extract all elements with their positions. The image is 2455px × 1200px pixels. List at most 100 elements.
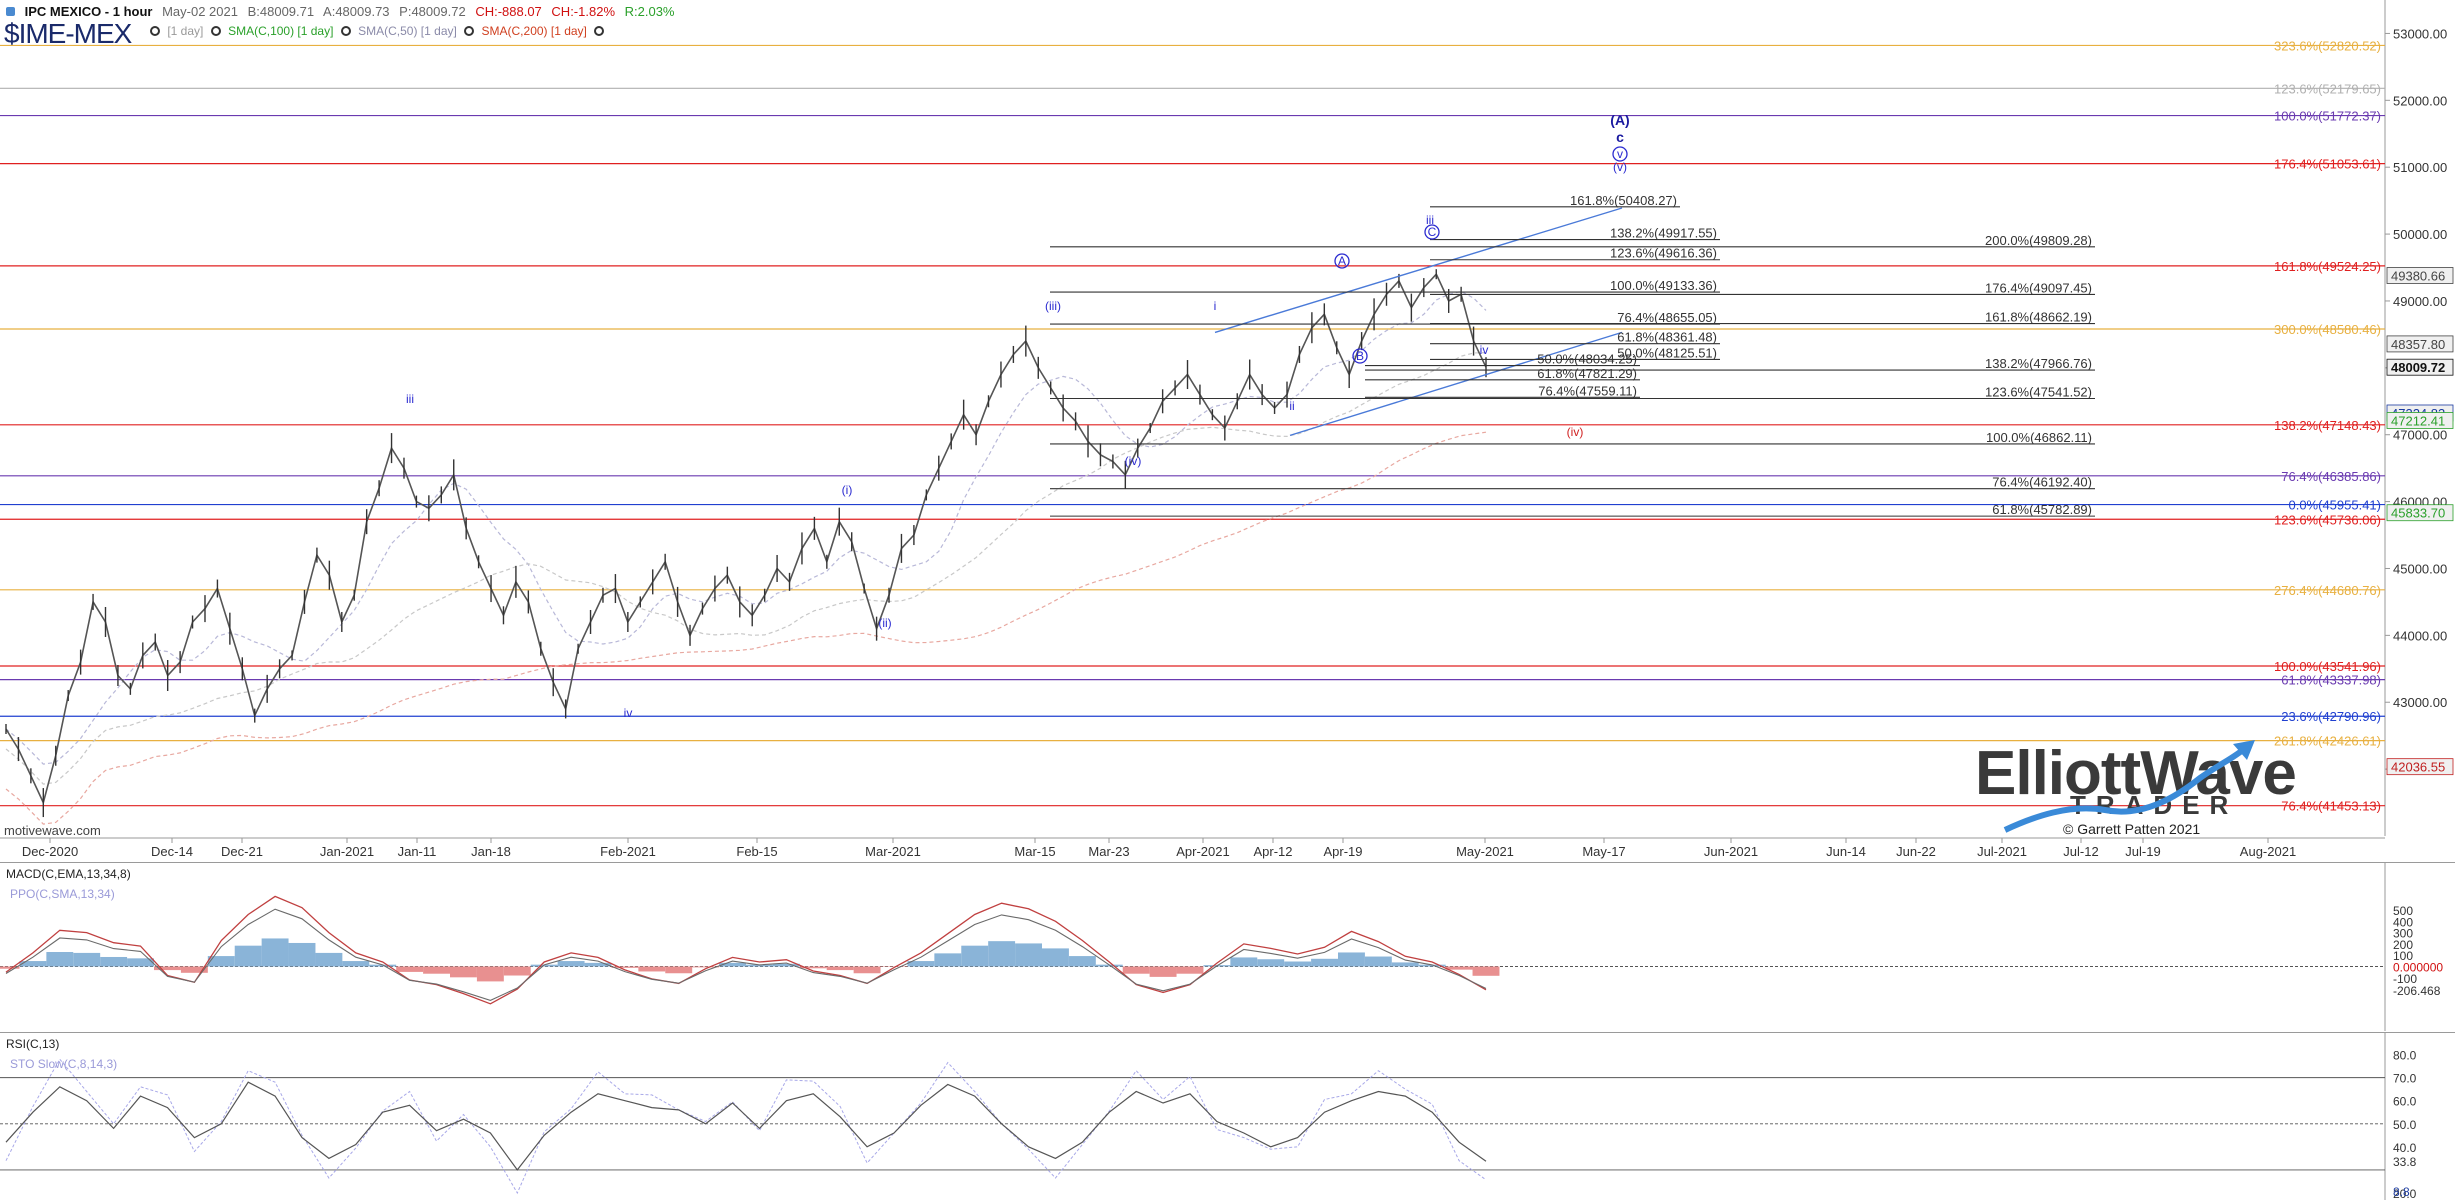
time-tick-label: Jun-2021 xyxy=(1704,844,1758,859)
fib-segment-label: 138.2%(47966.76) xyxy=(1985,356,2092,371)
moving-average-line xyxy=(6,353,1486,784)
bid-value: B:48009.71 xyxy=(248,4,315,19)
time-tick-label: Jun-14 xyxy=(1826,844,1866,859)
macd-histogram-bar xyxy=(1446,966,1473,969)
rsi-tick-label: 8.8 xyxy=(2393,1185,2410,1199)
gear-icon[interactable] xyxy=(211,26,221,36)
moving-averages xyxy=(6,291,1486,824)
rsi-tick-label: 40.0 xyxy=(2393,1141,2417,1155)
rsi-tick-label: 60.0 xyxy=(2393,1095,2417,1109)
gear-icon[interactable] xyxy=(464,26,474,36)
fib-segment-label: 50.0%(48034.25) xyxy=(1537,352,1637,367)
time-tick-label: Jan-18 xyxy=(471,844,511,859)
fib-segment-label: 123.6%(49616.36) xyxy=(1610,246,1717,261)
sto-line xyxy=(6,1059,1486,1193)
rsi-title: RSI(C,13) xyxy=(6,1037,59,1051)
macd-histogram-bar xyxy=(46,952,73,966)
time-tick-label: Dec-21 xyxy=(221,844,263,859)
wave-label: iv xyxy=(624,706,633,720)
time-tick-label: Apr-2021 xyxy=(1176,844,1229,859)
time-tick-label: Jan-11 xyxy=(398,844,437,859)
indicator-row: [1 day] SMA(C,100) [1 day] SMA(C,50) [1 … xyxy=(150,24,608,38)
wave-label: (iv) xyxy=(1567,425,1584,439)
macd-histogram-bar xyxy=(1257,959,1284,966)
wave-label: (iii) xyxy=(1045,299,1061,313)
fib-segment-label: 76.4%(47559.11) xyxy=(1538,383,1637,398)
macd-histogram-bar xyxy=(827,966,854,970)
wave-label: (i) xyxy=(842,483,853,497)
fib-level-label: 138.2%(47148.43) xyxy=(2274,418,2381,433)
macd-histogram-bar xyxy=(988,941,1015,966)
price-label: 47212.41 xyxy=(2391,414,2445,429)
price-value: P:48009.72 xyxy=(399,4,466,19)
time-tick-label: Mar-15 xyxy=(1014,844,1055,859)
trend-channels xyxy=(1215,208,1622,435)
gear-icon[interactable] xyxy=(341,26,351,36)
rsi-tick-label: 80.0 xyxy=(2393,1049,2417,1063)
macd-histogram-bar xyxy=(1284,962,1311,967)
fib-level-label: 61.8%(43337.98) xyxy=(2281,673,2381,688)
time-tick-label: Mar-23 xyxy=(1088,844,1129,859)
macd-histogram-bar xyxy=(19,961,46,966)
macd-histogram-bar xyxy=(1123,966,1150,973)
gear-icon[interactable] xyxy=(150,26,160,36)
time-tick-label: May-17 xyxy=(1582,844,1625,859)
macd-histogram-bar xyxy=(450,966,477,977)
fib-level-label: 300.0%(48580.46) xyxy=(2274,322,2381,337)
wave-label: v xyxy=(1617,147,1623,161)
price-chart[interactable]: 42000.0043000.0044000.0045000.0046000.00… xyxy=(0,0,2455,860)
fib-segment-label: 61.8%(45782.89) xyxy=(1992,502,2092,517)
macd-title: MACD(C,EMA,13,34,8) xyxy=(6,867,131,881)
range-value: R:2.03% xyxy=(625,4,675,19)
rsi-tick-label: 33.8 xyxy=(2393,1155,2417,1169)
time-tick-label: Dec-14 xyxy=(151,844,193,859)
fib-level-label: 0.0%(45955.41) xyxy=(2288,498,2381,513)
chart-menu-icon[interactable] xyxy=(6,7,15,16)
macd-histogram-bar xyxy=(1365,957,1392,967)
macd-histogram-bar xyxy=(100,957,127,966)
fib-segment-label: 61.8%(48361.48) xyxy=(1617,330,1717,345)
chart-header: IPC MEXICO - 1 hour May-02 2021 B:48009.… xyxy=(6,4,681,19)
macd-histogram-bar xyxy=(558,961,585,966)
macd-histogram-bar xyxy=(235,946,262,967)
time-tick-label: Feb-2021 xyxy=(600,844,656,859)
wave-label: C xyxy=(1428,225,1437,239)
change-value: CH:-888.07 xyxy=(475,4,541,19)
channel-upper-line xyxy=(1215,208,1622,332)
symbol-label: $IME-MEX xyxy=(4,18,131,50)
wave-label: c xyxy=(1616,129,1624,145)
ppo-subtitle: PPO(C,SMA,13,34) xyxy=(10,887,115,901)
time-tick-label: Mar-2021 xyxy=(865,844,921,859)
time-tick-label: Feb-15 xyxy=(736,844,777,859)
wave-label: A xyxy=(1338,254,1346,268)
time-tick-label: Jun-22 xyxy=(1896,844,1936,859)
change-pct-value: CH:-1.82% xyxy=(551,4,615,19)
moving-average-line xyxy=(6,291,1486,764)
time-tick-label: Dec-2020 xyxy=(22,844,78,859)
price-chart-pane[interactable]: 42000.0043000.0044000.0045000.0046000.00… xyxy=(0,0,2455,860)
price-tick-label: 53000.00 xyxy=(2393,26,2447,41)
macd-histogram-bar xyxy=(477,966,504,981)
wave-label: (ii) xyxy=(878,616,891,630)
price-label: 48357.80 xyxy=(2391,337,2445,352)
time-tick-label: Jan-2021 xyxy=(320,844,374,859)
rsi-chart[interactable]: 80.070.060.050.040.033.820.08.8 xyxy=(0,1033,2455,1200)
copyright-text: © Garrett Patten 2021 xyxy=(2063,821,2200,837)
fib-segment-label: 138.2%(49917.55) xyxy=(1610,226,1717,241)
fib-level-label: 23.6%(42790.96) xyxy=(2281,709,2381,724)
macd-histogram-bar xyxy=(315,953,342,967)
time-tick-label: Jul-12 xyxy=(2063,844,2098,859)
gear-icon[interactable] xyxy=(594,26,604,36)
macd-signal-line xyxy=(6,909,1486,1000)
price-tick-label: 49000.00 xyxy=(2393,294,2447,309)
wave-label: iii xyxy=(406,392,414,406)
chart-date: May-02 2021 xyxy=(162,4,238,19)
time-tick-label: Aug-2021 xyxy=(2240,844,2296,859)
fib-segment-label: 123.6%(47541.52) xyxy=(1985,385,2092,400)
macd-histogram-bar xyxy=(504,966,531,975)
price-label: 48009.72 xyxy=(2391,360,2445,375)
fib-segment-label: 76.4%(48655.05) xyxy=(1617,310,1717,325)
